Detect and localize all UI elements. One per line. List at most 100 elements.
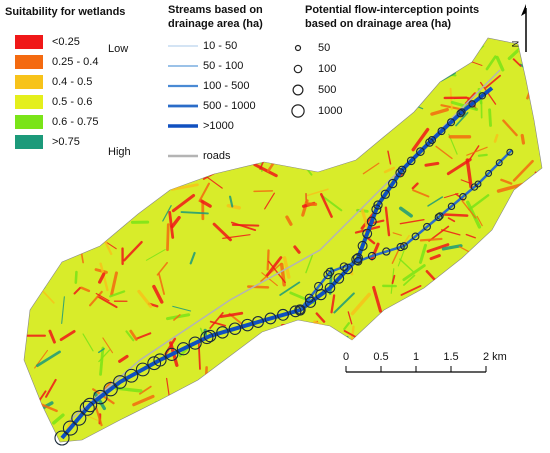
- point: [82, 397, 98, 413]
- raster-patch: [346, 148, 359, 154]
- raster-patch: [349, 266, 354, 276]
- raster-patch: [301, 199, 309, 217]
- raster-patch: [333, 39, 347, 43]
- point: [416, 147, 425, 156]
- raster-patch: [113, 183, 135, 193]
- raster-patch: [125, 330, 135, 342]
- raster-patch: [246, 439, 258, 442]
- raster-patch: [341, 403, 368, 413]
- raster-patch: [265, 48, 273, 66]
- raster-patch: [45, 378, 57, 398]
- legend-label: <0.25: [52, 36, 80, 48]
- raster-patch: [368, 124, 377, 134]
- point: [113, 375, 127, 389]
- legend-label: 500 - 1000: [203, 100, 256, 112]
- point: [406, 156, 416, 166]
- raster-patch: [293, 324, 324, 334]
- raster-patch: [253, 190, 274, 193]
- raster-patch: [168, 210, 175, 239]
- raster-patch: [102, 337, 114, 354]
- point: [252, 316, 264, 328]
- raster-patch: [217, 407, 235, 427]
- raster-patch: [136, 90, 149, 98]
- raster-patch: [350, 292, 371, 316]
- point: [314, 281, 324, 292]
- point: [423, 222, 431, 231]
- raster-patch: [212, 222, 232, 242]
- raster-patch: [348, 337, 370, 353]
- raster-patch: [381, 65, 387, 79]
- point: [446, 118, 456, 127]
- point: [495, 159, 503, 167]
- legend-point: [291, 104, 305, 118]
- legend-label: 0.6 - 0.75: [52, 116, 98, 128]
- point: [382, 247, 391, 256]
- raster-patch: [333, 292, 355, 314]
- north-label: N: [510, 41, 520, 48]
- raster-patch: [97, 347, 105, 354]
- raster-patch: [253, 163, 278, 178]
- raster-patch: [94, 268, 108, 274]
- raster-patch: [402, 264, 426, 282]
- raster-patch: [513, 258, 523, 284]
- raster-patch: [346, 343, 374, 348]
- raster-patch: [468, 194, 490, 211]
- raster-patch: [24, 236, 37, 253]
- raster-patch: [364, 373, 374, 387]
- raster-patch: [403, 274, 416, 286]
- raster-patch: [52, 413, 65, 425]
- raster-patch: [255, 368, 280, 388]
- point: [216, 326, 229, 339]
- raster-patch: [427, 196, 444, 207]
- raster-patch: [389, 103, 408, 108]
- point: [425, 138, 434, 147]
- raster-patch: [405, 374, 415, 399]
- point: [124, 368, 139, 383]
- legend-label: 500: [318, 84, 336, 96]
- raster-patch: [362, 103, 380, 121]
- raster-patch: [421, 65, 448, 78]
- raster-patch: [320, 429, 344, 442]
- point: [324, 282, 336, 294]
- raster-patch: [519, 388, 531, 397]
- raster-patch: [59, 329, 76, 342]
- raster-patch: [398, 206, 413, 218]
- raster-patch: [350, 367, 359, 386]
- raster-patch: [443, 426, 452, 432]
- raster-patch: [282, 138, 293, 147]
- raster-patch: [84, 126, 99, 150]
- raster-patch: [343, 322, 350, 331]
- raster-patch: [170, 183, 199, 191]
- scale-label: 2 km: [483, 351, 507, 363]
- raster-patch: [24, 382, 31, 392]
- raster-patch: [430, 107, 449, 116]
- raster-patch: [70, 48, 79, 54]
- raster-patch: [166, 121, 190, 125]
- raster-patch: [224, 384, 251, 390]
- raster-patch: [101, 208, 114, 222]
- raster-patch: [89, 290, 103, 307]
- raster-patch: [266, 249, 270, 271]
- raster-patch: [396, 365, 408, 368]
- raster-patch: [534, 116, 542, 139]
- raster-patch: [346, 117, 376, 129]
- raster-patch: [420, 298, 444, 303]
- point: [397, 165, 407, 175]
- raster-patch: [135, 40, 152, 46]
- raster-patch: [171, 128, 195, 144]
- raster-patch: [491, 378, 498, 389]
- raster-patch: [129, 329, 138, 341]
- legend-point: [293, 64, 303, 74]
- raster-patch: [61, 296, 65, 324]
- raster-patch: [158, 272, 166, 295]
- raster-patch: [57, 236, 65, 262]
- raster-patch: [170, 215, 181, 229]
- point: [380, 189, 391, 199]
- point: [203, 329, 217, 343]
- raster-patch: [98, 81, 128, 86]
- raster-patch: [205, 175, 223, 189]
- raster-patch: [132, 394, 155, 407]
- raster-patch: [454, 290, 467, 296]
- raster-patch: [531, 379, 542, 398]
